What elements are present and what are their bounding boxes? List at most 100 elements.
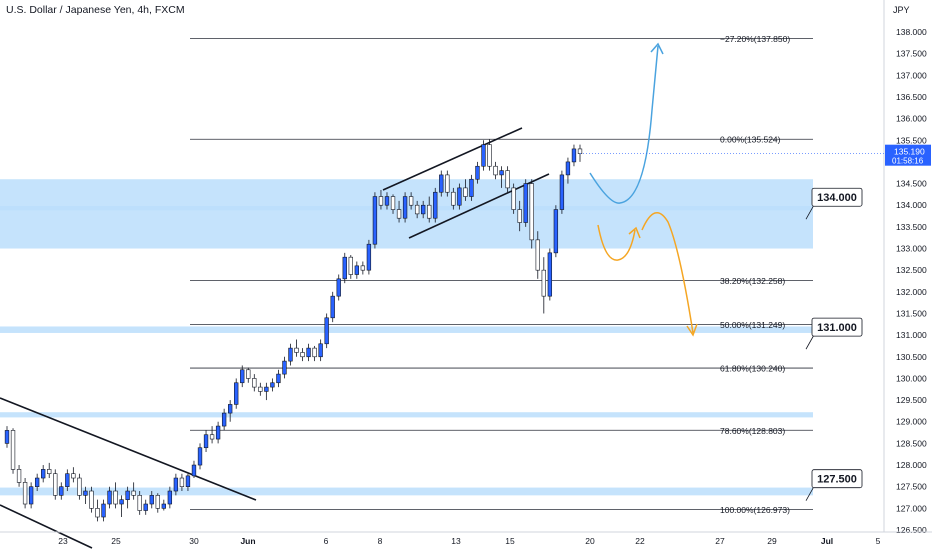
price-axis-tick: 128.500 (896, 438, 927, 448)
time-axis-tick: 29 (767, 536, 777, 546)
candle-body (209, 434, 215, 440)
price-axis-tick: 130.000 (896, 373, 927, 383)
candle-body (571, 148, 577, 163)
level-callout-box-1 (811, 317, 863, 337)
candle-body (324, 317, 329, 345)
fib-label-6: 100.00%(126.973) (720, 505, 790, 515)
time-axis-tick: 27 (715, 536, 725, 546)
price-axis-tick: 128.000 (896, 460, 927, 470)
candle-body (264, 386, 269, 392)
time-axis-tick: 6 (324, 536, 329, 546)
candle-body (101, 503, 106, 518)
candle-body (445, 174, 450, 193)
support-zone-3 (0, 412, 813, 418)
candle-body (252, 378, 257, 388)
trendline-lower (0, 504, 93, 549)
level-callout-label-2: 127.500 (817, 474, 857, 486)
candle-body (475, 165, 480, 180)
projection-down-arrowhead (686, 323, 698, 337)
price-axis-tick: 134.000 (896, 200, 927, 210)
chart-title: U.S. Dollar / Japanese Yen, 4h, FXCM (6, 4, 185, 16)
candle-body (384, 196, 390, 206)
candle-body (276, 373, 281, 384)
candle-body (529, 183, 534, 241)
price-axis-tick: 138.000 (896, 27, 927, 37)
candle-body (28, 486, 34, 505)
candle-body (22, 482, 28, 505)
price-axis-tick: 131.000 (896, 330, 927, 340)
candle-body (185, 475, 191, 487)
level-callout-box-2 (811, 469, 863, 489)
time-axis-tick: Jul (821, 536, 833, 546)
candle-body (89, 490, 94, 509)
price-axis-tick: 133.000 (896, 244, 927, 254)
candle-body (59, 486, 64, 496)
fib-label-1: 0.00%(135.524) (720, 135, 781, 145)
candle-body (330, 295, 335, 319)
trendline-upper (0, 397, 257, 501)
price-tag-value: 135.190 (894, 147, 925, 157)
candle-body (487, 144, 492, 167)
candle-body (288, 347, 293, 362)
candle-body (463, 187, 468, 197)
price-axis-tick: 137.000 (896, 70, 927, 80)
candle-body (336, 278, 341, 297)
candle-body (167, 490, 173, 505)
candle-body (53, 473, 58, 496)
price-axis-tick: 132.500 (896, 265, 927, 275)
candle-body (517, 209, 522, 223)
candle-body (535, 239, 540, 271)
candle-body (246, 369, 251, 379)
candle-body (354, 265, 360, 275)
price-axis-tick: 136.500 (896, 92, 927, 102)
fib-label-0: −27.20%(137.850) (720, 34, 790, 44)
candle-body (396, 209, 402, 219)
time-axis-tick: 22 (635, 536, 645, 546)
candle-body (451, 191, 456, 206)
candle-body (41, 469, 46, 479)
price-tag-box (885, 144, 931, 166)
price-axis-tick: 135.500 (896, 135, 927, 145)
candle-body (16, 469, 22, 483)
time-axis-tick: 20 (585, 536, 595, 546)
projection-pullback-path (597, 224, 636, 261)
candle-body (366, 243, 372, 271)
candle-body (203, 434, 209, 449)
candle-body (300, 352, 305, 358)
level-callout-label-1: 131.000 (817, 322, 857, 334)
candle-body (227, 404, 233, 414)
candle-body (270, 382, 275, 388)
candle-body (107, 490, 112, 505)
price-axis-tick: 127.500 (896, 482, 927, 492)
candle-body (119, 499, 124, 505)
candle-body (511, 187, 516, 210)
candle-body (83, 490, 88, 496)
candle-body (408, 196, 414, 206)
candle-body (10, 430, 16, 470)
level-callout-label-0: 134.000 (817, 192, 857, 204)
price-axis-tick: 137.500 (896, 49, 927, 59)
projection-up-arrowhead (650, 42, 664, 55)
candle-body (240, 369, 245, 384)
candle-body (481, 144, 486, 167)
time-axis-tick: 8 (378, 536, 383, 546)
candle-body (559, 174, 565, 210)
candle-body (439, 174, 444, 193)
price-axis-tick: 129.000 (896, 417, 927, 427)
projection-up-path (589, 45, 659, 204)
candle-body (565, 161, 571, 176)
candle-body (137, 495, 142, 511)
price-axis-tick: 127.000 (896, 503, 927, 513)
time-axis-tick: 5 (876, 536, 881, 546)
price-axis-tick: 133.500 (896, 222, 927, 232)
candle-body (215, 425, 221, 440)
candle-body (427, 204, 432, 219)
candle-body (221, 412, 227, 427)
candle-body (414, 204, 420, 215)
candle-body (191, 464, 197, 477)
candle-body (318, 343, 323, 358)
price-axis-tick: 136.000 (896, 114, 927, 124)
candle-body (348, 256, 353, 275)
fib-label-5: 78.60%(128.803) (720, 426, 785, 436)
